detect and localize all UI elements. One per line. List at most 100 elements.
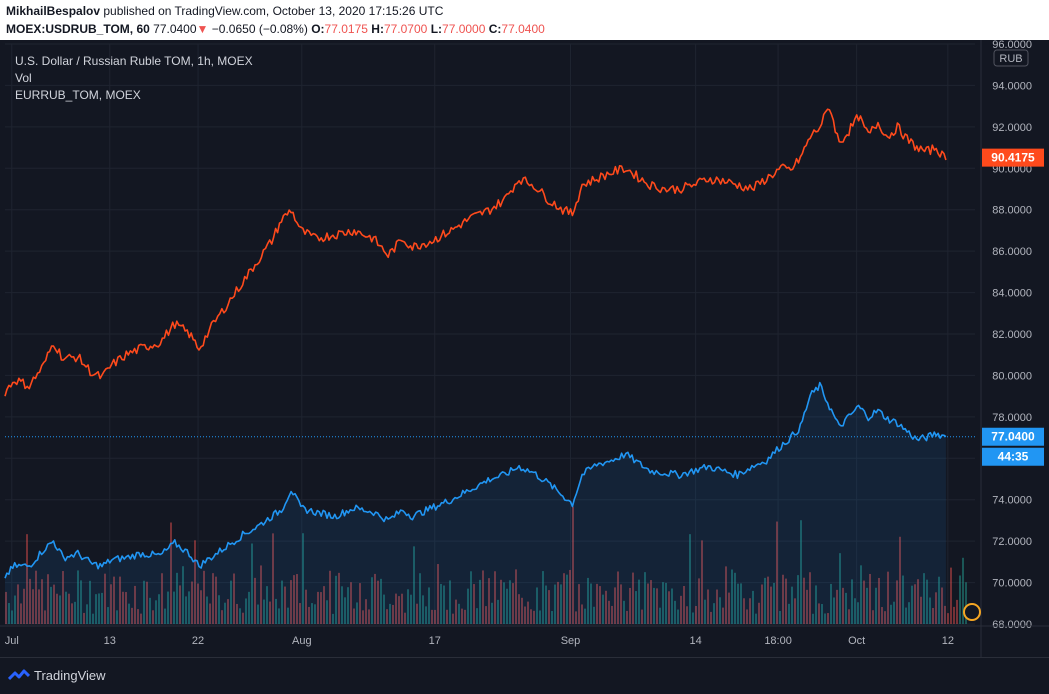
volume-bar [440, 583, 442, 624]
volume-bar [113, 576, 115, 624]
price-chart[interactable]: 96.000094.000092.000090.000088.000086.00… [0, 40, 1049, 657]
volume-bar [386, 609, 388, 624]
volume-bar [194, 540, 196, 624]
volume-bar [812, 613, 814, 624]
volume-bar [287, 607, 289, 624]
x-tick-label: 12 [942, 635, 954, 647]
volume-bar [266, 586, 268, 624]
volume-bar [446, 609, 448, 624]
volume-bar [239, 608, 241, 624]
volume-bar [206, 596, 208, 624]
volume-bar [8, 603, 10, 624]
volume-bar [602, 594, 604, 624]
y-tick-label: 80.0000 [992, 370, 1032, 382]
volume-bar [530, 609, 532, 624]
volume-bar [761, 584, 763, 624]
volume-bar [236, 603, 238, 624]
volume-bar [416, 603, 418, 624]
volume-bar [848, 609, 850, 624]
volume-bar [869, 573, 871, 624]
volume-bar [851, 579, 853, 624]
volume-bar [863, 580, 865, 624]
volume-bar [488, 578, 490, 624]
volume-bar [101, 592, 103, 624]
volume-bar [725, 566, 727, 624]
volume-bar [929, 597, 931, 624]
publisher-name[interactable]: MikhailBespalov [6, 4, 101, 18]
volume-bar [503, 582, 505, 624]
volume-bar [767, 576, 769, 624]
volume-bar [536, 587, 538, 624]
volume-bar [542, 571, 544, 624]
volume-bar [389, 603, 391, 624]
volume-bar [485, 606, 487, 624]
volume-bar [548, 590, 550, 624]
volume-bar [779, 610, 781, 624]
y-tick-label: 84.0000 [992, 288, 1032, 300]
volume-bar [776, 521, 778, 624]
volume-bar [209, 603, 211, 624]
volume-bar [269, 601, 271, 624]
volume-bar [491, 602, 493, 624]
volume-bar [593, 606, 595, 624]
volume-bar [260, 565, 262, 624]
brand-label[interactable]: TradingView [34, 668, 106, 683]
x-tick-label: 13 [104, 635, 116, 647]
volume-bar [152, 610, 154, 624]
legend-compare[interactable]: EURRUB_TOM, MOEX [15, 88, 141, 102]
volume-bar [404, 612, 406, 624]
volume-bar [884, 611, 886, 624]
volume-bar [224, 602, 226, 624]
volume-bar [965, 582, 967, 624]
volume-bar [74, 601, 76, 624]
volume-bar [230, 580, 232, 624]
volume-bar [281, 580, 283, 624]
volume-bar [5, 591, 7, 624]
volume-bar [842, 587, 844, 624]
volume-bar [941, 587, 943, 624]
high-label: H: [371, 22, 384, 36]
volume-bar [806, 589, 808, 624]
volume-bar [590, 583, 592, 624]
volume-bar [524, 606, 526, 624]
low-value: 77.0000 [442, 22, 486, 36]
volume-bar [728, 592, 730, 624]
volume-bar [377, 580, 379, 624]
volume-bar [782, 574, 784, 624]
volume-bar [227, 599, 229, 624]
volume-bar [137, 609, 139, 624]
volume-bar [161, 573, 163, 624]
volume-bar [935, 592, 937, 624]
volume-bar [947, 613, 949, 624]
volume-bar [398, 596, 400, 624]
volume-bar [659, 607, 661, 624]
y-tick-label: 92.0000 [992, 122, 1032, 134]
publisher-line: MikhailBespalov published on TradingView… [6, 4, 443, 18]
volume-bar [452, 613, 454, 624]
y-tick-label: 70.0000 [992, 578, 1032, 590]
volume-bar [875, 587, 877, 624]
last-price: 77.0400 [153, 22, 197, 36]
volume-bar [788, 603, 790, 624]
volume-bar [293, 575, 295, 624]
open-value: 77.0175 [324, 22, 368, 36]
volume-bar [605, 590, 607, 624]
volume-bar [899, 536, 901, 624]
countdown-tag-bg [982, 447, 1044, 466]
volume-bar [572, 506, 574, 624]
legend-main[interactable]: U.S. Dollar / Russian Ruble TOM, 1h, MOE… [15, 54, 253, 68]
volume-bar [695, 606, 697, 624]
volume-bar [872, 610, 874, 624]
y-tick-label: 94.0000 [992, 80, 1032, 92]
volume-bar [77, 570, 79, 624]
volume-bar [923, 573, 925, 624]
legend-volume[interactable]: Vol [15, 71, 32, 85]
volume-bar [632, 572, 634, 624]
volume-bar [914, 584, 916, 624]
volume-bar [515, 569, 517, 624]
volume-bar [80, 580, 82, 624]
chart-area[interactable]: 96.0000 94.0000 92.0000 90.0000 88.0000 86.00… [0, 40, 1049, 657]
volume-bar [53, 584, 55, 624]
volume-bar [854, 598, 856, 624]
volume-bar [17, 584, 19, 624]
